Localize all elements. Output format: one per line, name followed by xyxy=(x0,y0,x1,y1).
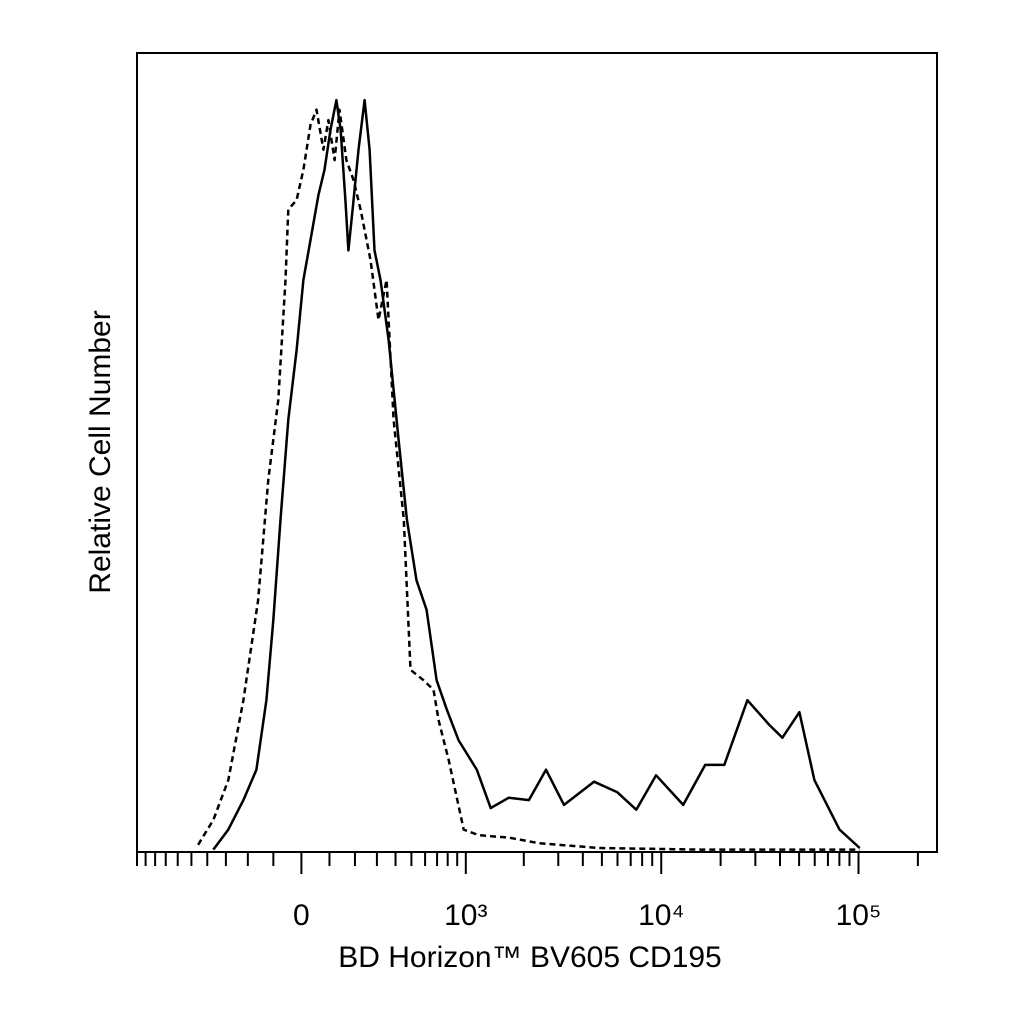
x-tick-label: 0 xyxy=(293,899,310,932)
x-tick-label: 10³ xyxy=(444,899,487,932)
x-axis-label: BD Horizon™ BV605 CD195 xyxy=(338,941,722,974)
y-axis-label: Relative Cell Number xyxy=(84,310,117,593)
histogram-line xyxy=(212,98,861,851)
plot-frame xyxy=(136,52,938,853)
x-tick-label: 10⁵ xyxy=(836,899,882,932)
x-tick-label: 10⁴ xyxy=(638,899,684,932)
histogram-line xyxy=(197,108,860,851)
